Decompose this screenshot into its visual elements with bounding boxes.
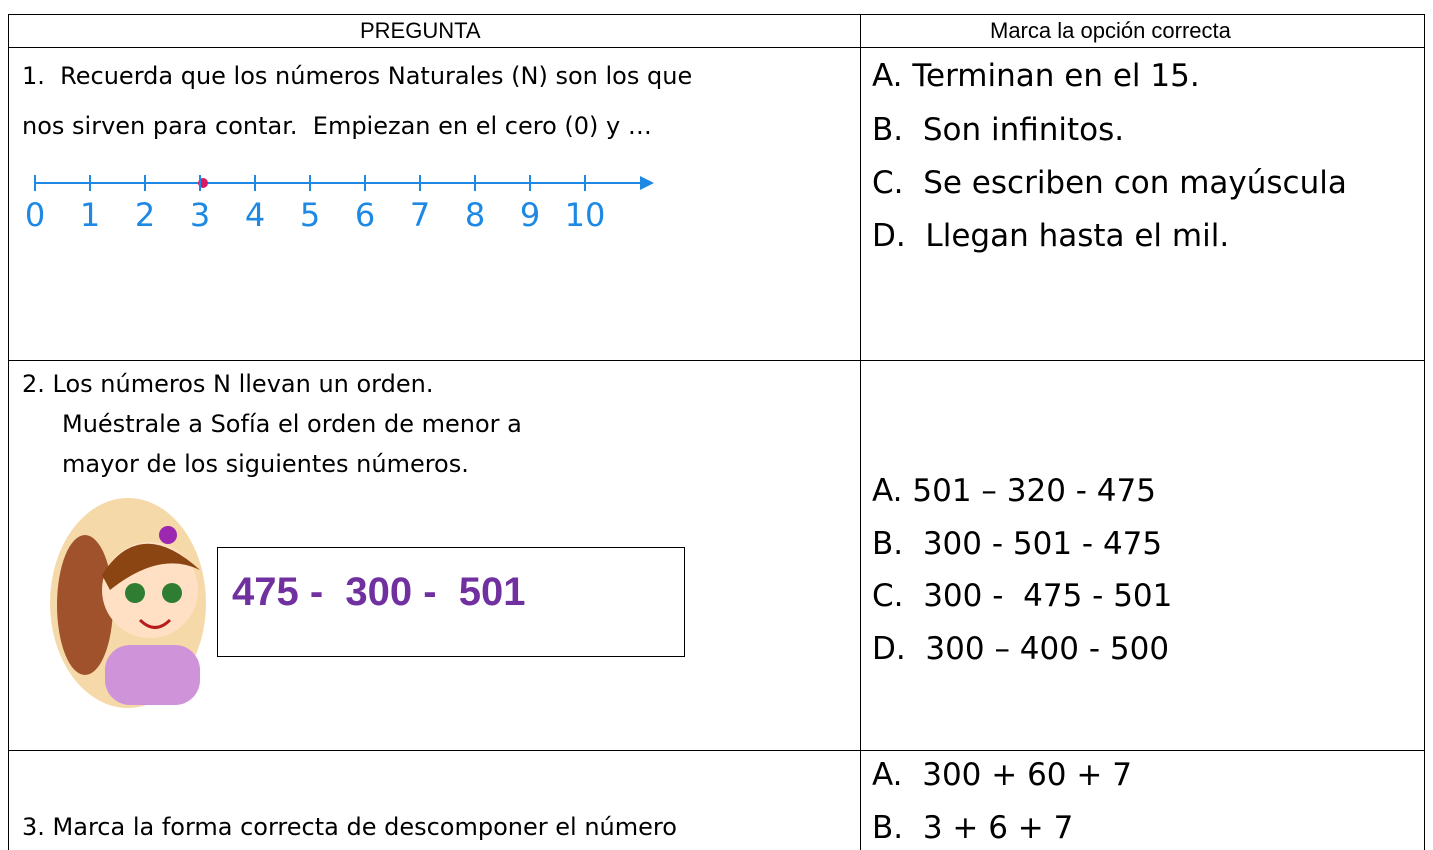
question-line: 3. Marca la forma correcta de descompone… (22, 813, 677, 841)
number-label: 1 (80, 196, 100, 234)
number-box-text: 475 - 300 - 501 (232, 570, 526, 614)
question-line: nos sirven para contar. Empiezan en el c… (22, 112, 652, 140)
number-label: 7 (410, 196, 430, 234)
number-label: 8 (465, 196, 485, 234)
header-answer: Marca la opción correcta (990, 18, 1231, 43)
header-question: PREGUNTA (360, 18, 481, 43)
question-line: mayor de los siguientes números. (62, 450, 469, 478)
number-label: 9 (520, 196, 540, 234)
option: A. 501 – 320 - 475 (872, 473, 1156, 509)
question-line: 1. Recuerda que los números Naturales (N… (22, 62, 693, 90)
option: A. Terminan en el 15. (872, 58, 1200, 94)
option: B. 3 + 6 + 7 (872, 810, 1074, 846)
number-label: 0 (25, 196, 45, 234)
option: C. Se escriben con mayúscula (872, 165, 1347, 201)
number-box (217, 547, 685, 657)
question-line: 2. Los números N llevan un orden. (22, 370, 434, 398)
number-label: 6 (355, 196, 375, 234)
question-line: Muéstrale a Sofía el orden de menor a (62, 410, 522, 438)
number-label: 3 (190, 196, 210, 234)
option: D. 300 – 400 - 500 (872, 631, 1170, 667)
number-label: 2 (135, 196, 155, 234)
number-label: 5 (300, 196, 320, 234)
number-line: 0 1 2 3 4 5 6 7 8 9 10 (25, 175, 654, 234)
number-label: 10 (565, 196, 606, 234)
option: C. 300 - 475 - 501 (872, 578, 1173, 614)
option: A. 300 + 60 + 7 (872, 757, 1132, 793)
girl-illustration (50, 498, 206, 708)
option: B. Son infinitos. (872, 112, 1125, 148)
option: B. 300 - 501 - 475 (872, 526, 1163, 562)
option: D. Llegan hasta el mil. (872, 218, 1230, 254)
number-label: 4 (245, 196, 265, 234)
